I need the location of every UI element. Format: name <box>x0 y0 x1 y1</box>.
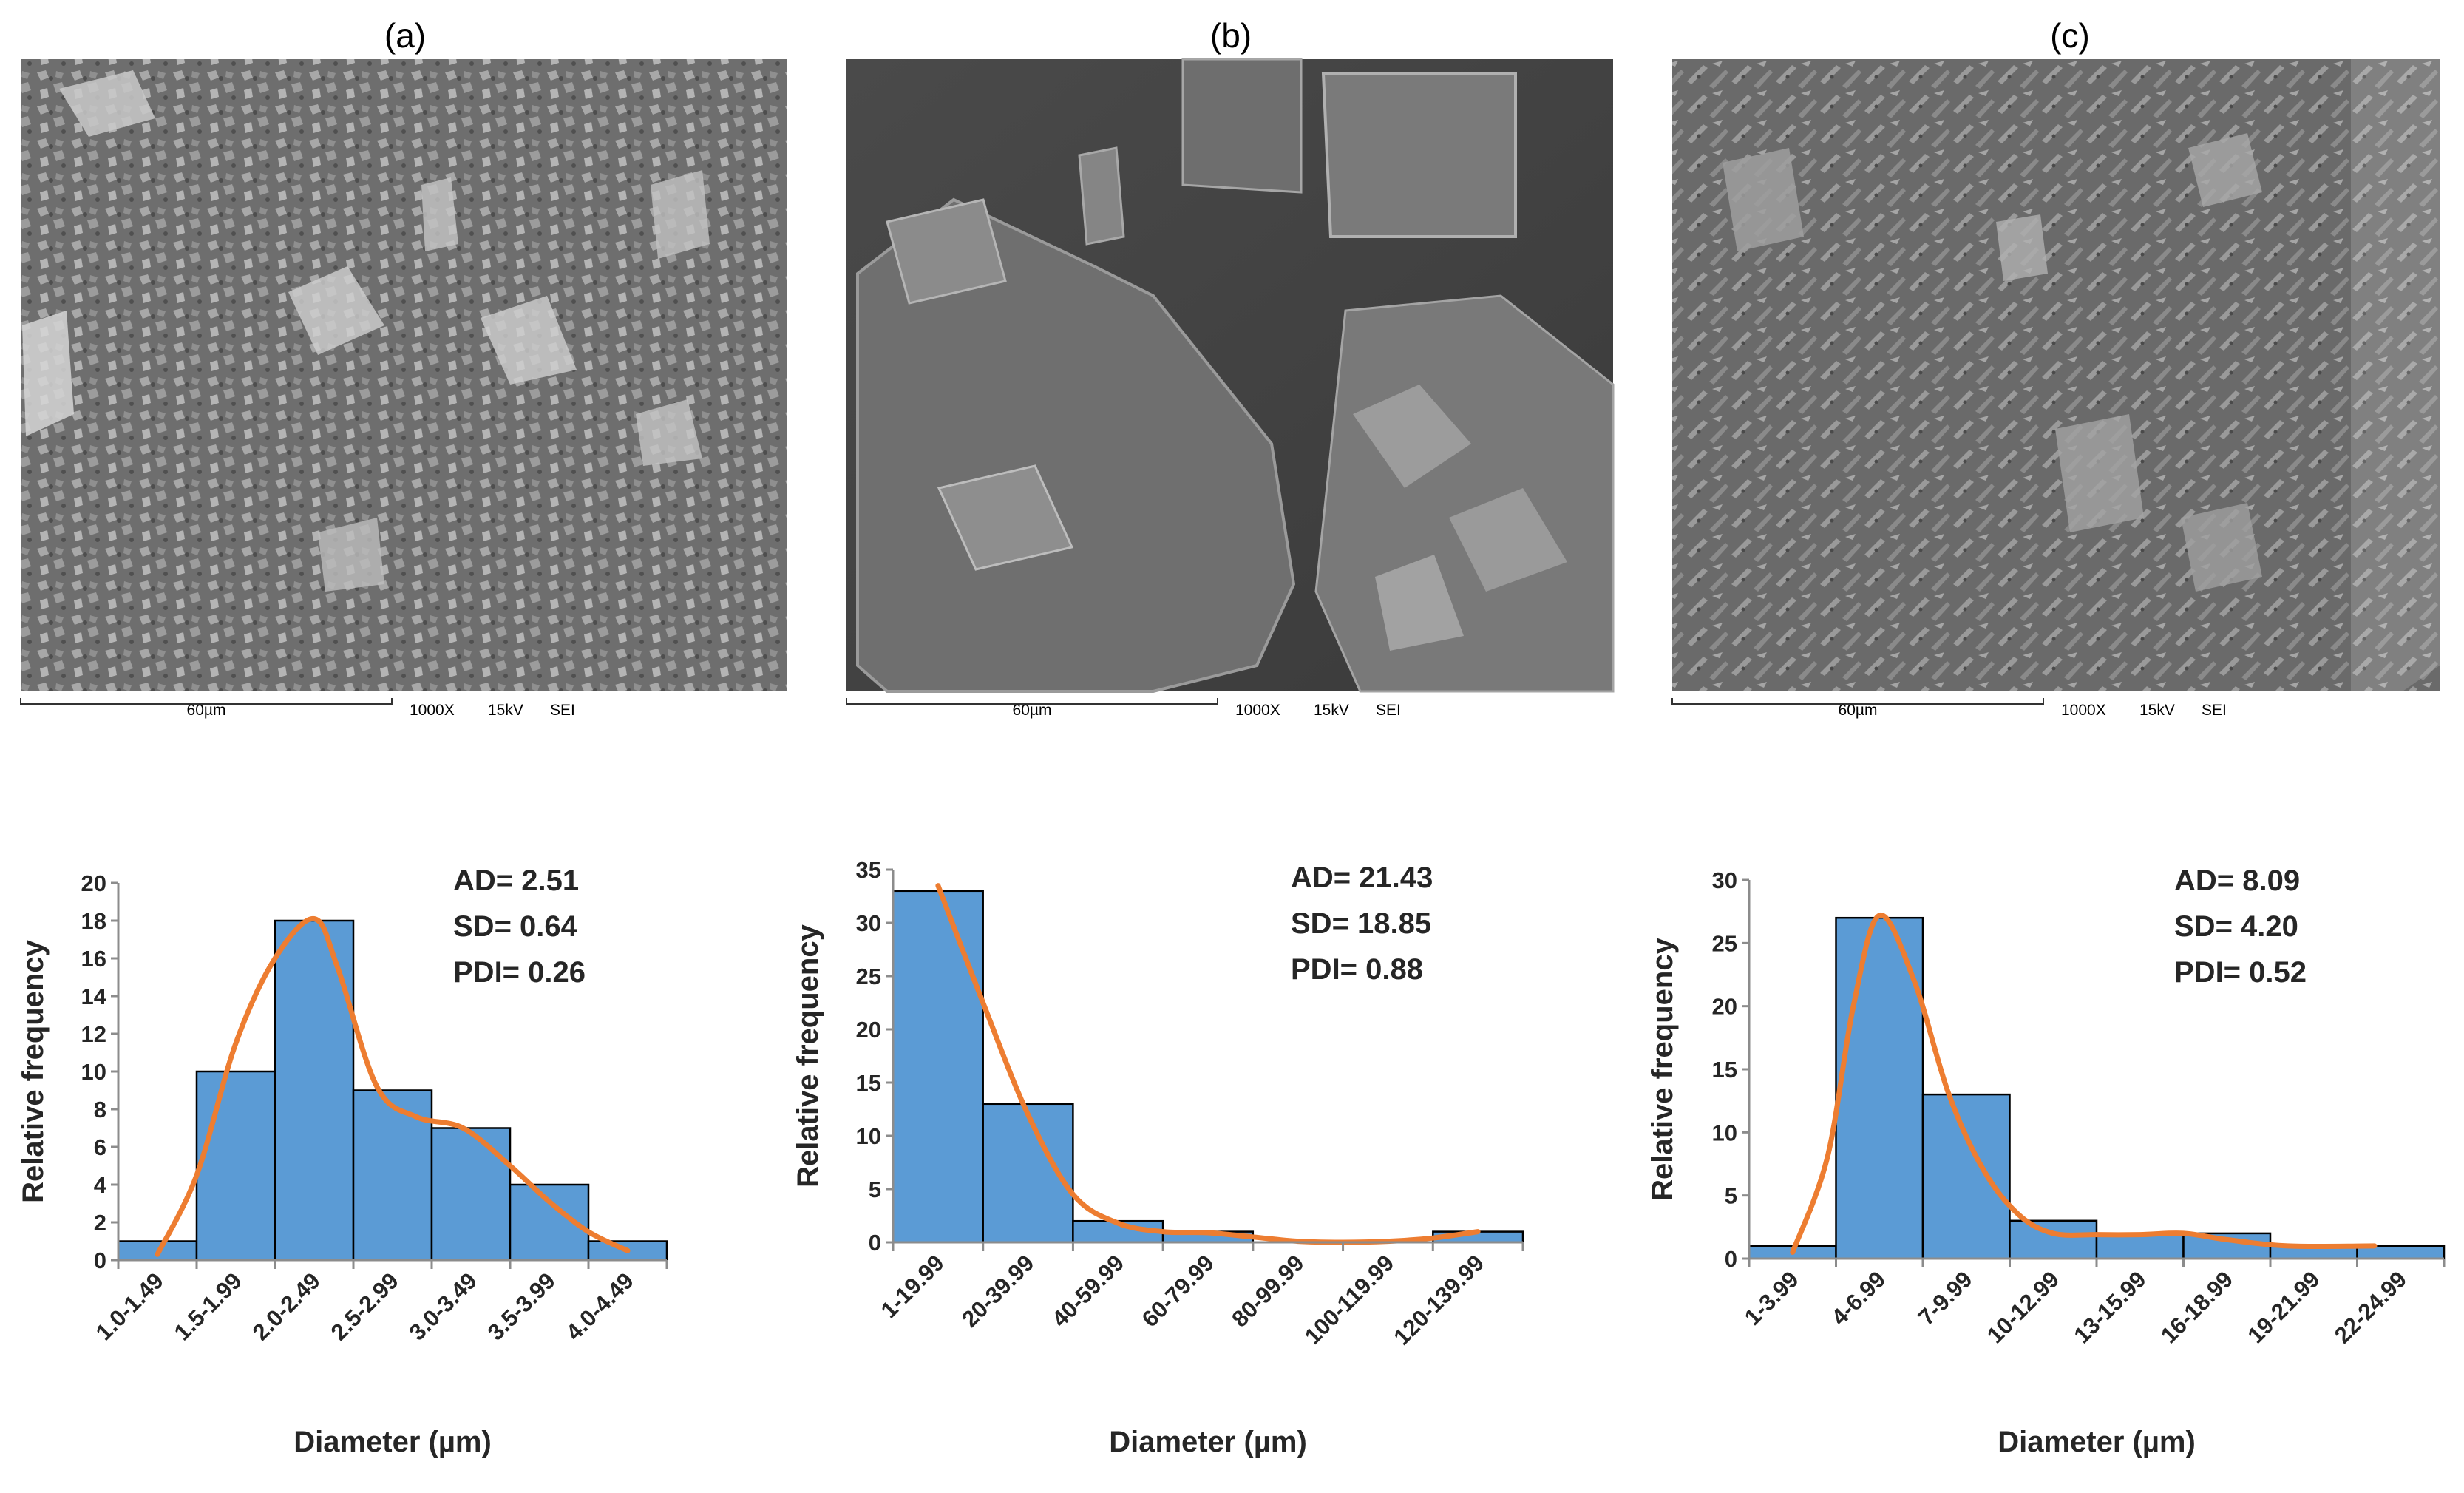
y-tick-label-a: 10 <box>81 1059 106 1085</box>
y-tick-label-b: 25 <box>856 964 881 989</box>
y-tick-label-a: 18 <box>81 908 106 934</box>
detector-a: SEI <box>550 702 575 719</box>
x-tick-label-b: 1-19.99 <box>876 1250 949 1323</box>
y-axis-title-c: Relative frequency <box>1646 937 1679 1200</box>
x-tick-label-b: 80-99.99 <box>1226 1250 1309 1332</box>
magnification-b: 1000X <box>1235 702 1280 719</box>
bar-a-7 <box>587 1240 668 1262</box>
y-tick-label-c: 25 <box>1712 930 1737 956</box>
voltage-c: 15kV <box>2139 702 2175 719</box>
stat-b-2: SD= 18.85 <box>1291 907 1431 940</box>
y-tick-label-a: 4 <box>94 1172 107 1198</box>
y-tick-label-b: 20 <box>856 1017 881 1043</box>
y-tick-label-c: 0 <box>1725 1246 1737 1272</box>
stat-c-1: AD= 8.09 <box>2174 864 2300 897</box>
y-tick-label-a: 14 <box>81 984 107 1009</box>
sem-footer-c: 60µm 1000X 15kV SEI <box>1671 698 2227 719</box>
magnification-a: 1000X <box>410 702 455 719</box>
y-tick-label-b: 35 <box>856 857 881 883</box>
x-axis-title-c: Diameter (µm) <box>1998 1426 2196 1458</box>
histogram-b: 0 5 10 15 20 25 30 35 1-19.99 20-39.99 40-59.99 60-… <box>792 857 1524 1458</box>
x-tick-label-a: 3.0-3.49 <box>404 1267 482 1345</box>
x-tick-label-a: 3.5-3.99 <box>483 1267 560 1345</box>
detector-b: SEI <box>1376 702 1401 719</box>
y-tick-label-c: 15 <box>1712 1057 1737 1083</box>
scale-bar-label-c: 60µm <box>1839 702 1878 719</box>
voltage-b: 15kV <box>1314 702 1349 719</box>
y-tick-label-a: 2 <box>94 1210 106 1236</box>
x-tick-label-b: 40-59.99 <box>1047 1250 1129 1332</box>
sem-image-c <box>1672 59 2440 691</box>
stat-a-3: PDI= 0.26 <box>453 956 586 989</box>
fit-curve-a <box>155 915 631 1257</box>
y-tick-label-a: 0 <box>94 1247 106 1273</box>
panel-label-b: (b) <box>1210 16 1252 55</box>
histogram-c: 0 5 10 15 20 25 30 1-3.99 4-6.99 7-9.99 10-12.99 13… <box>1646 864 2446 1458</box>
y-tick-label-b: 30 <box>856 910 881 936</box>
x-tick-label-c: 10-12.99 <box>1982 1266 2064 1348</box>
sem-image-b <box>846 58 1615 693</box>
y-tick-label-b: 10 <box>856 1123 881 1149</box>
bar-c-4 <box>2009 1219 2098 1260</box>
y-tick-label-a: 8 <box>94 1097 106 1123</box>
y-tick-label-a: 12 <box>81 1021 106 1047</box>
x-tick-label-c: 4-6.99 <box>1826 1266 1890 1330</box>
x-axis-title-b: Diameter (µm) <box>1109 1426 1307 1458</box>
stat-c-2: SD= 4.20 <box>2174 910 2298 943</box>
x-tick-label-a: 1.0-1.49 <box>91 1267 169 1345</box>
stat-a-2: SD= 0.64 <box>453 910 578 943</box>
stat-a-1: AD= 2.51 <box>453 864 579 897</box>
bar-a-2 <box>195 1070 276 1262</box>
panel-label-a: (a) <box>384 16 426 55</box>
scale-bar-label-b: 60µm <box>1013 702 1052 719</box>
x-tick-label-c: 1-3.99 <box>1740 1266 1804 1330</box>
y-tick-label-c: 20 <box>1712 994 1737 1020</box>
x-tick-label-b: 120-139.99 <box>1388 1250 1489 1350</box>
x-tick-label-c: 7-9.99 <box>1913 1266 1978 1330</box>
scale-bar-label-a: 60µm <box>187 702 226 719</box>
bar-c-3 <box>1921 1093 2011 1260</box>
panel-label-c: (c) <box>2050 16 2090 55</box>
x-axis-title-a: Diameter (µm) <box>293 1426 492 1458</box>
x-tick-label-b: 60-79.99 <box>1137 1250 1219 1332</box>
voltage-a: 15kV <box>488 702 523 719</box>
x-tick-label-c: 13-15.99 <box>2068 1266 2151 1348</box>
y-tick-label-b: 5 <box>869 1177 881 1202</box>
y-tick-label-c: 5 <box>1725 1183 1737 1209</box>
sem-image-a <box>21 59 787 691</box>
x-tick-label-c: 22-24.99 <box>2329 1266 2412 1348</box>
x-tick-label-b: 20-39.99 <box>957 1250 1039 1332</box>
y-tick-label-c: 30 <box>1712 867 1737 893</box>
bar-a-5 <box>430 1127 512 1262</box>
x-tick-label-a: 2.5-2.99 <box>326 1267 404 1345</box>
x-tick-label-b: 100-119.99 <box>1300 1250 1399 1349</box>
sem-footer-a: 60µm 1000X 15kV SEI <box>20 698 575 719</box>
y-tick-label-a: 6 <box>94 1134 106 1160</box>
stat-c-3: PDI= 0.52 <box>2174 956 2307 989</box>
y-tick-label-c: 10 <box>1712 1120 1737 1145</box>
x-tick-label-a: 2.0-2.49 <box>248 1267 325 1345</box>
detector-c: SEI <box>2202 702 2227 719</box>
y-axis-title-b: Relative frequency <box>792 924 824 1187</box>
x-tick-label-a: 4.0-4.49 <box>561 1267 639 1345</box>
y-tick-label-a: 16 <box>81 946 106 972</box>
y-tick-label-a: 20 <box>81 870 106 896</box>
x-tick-label-c: 19-21.99 <box>2242 1266 2324 1348</box>
y-axis-title-a: Relative frequency <box>17 939 50 1202</box>
sem-footer-b: 60µm 1000X 15kV SEI <box>846 698 1401 719</box>
stat-b-1: AD= 21.43 <box>1291 861 1433 894</box>
x-tick-label-c: 16-18.99 <box>2156 1266 2238 1348</box>
bar-c-2 <box>1835 916 1924 1260</box>
y-tick-label-b: 0 <box>869 1230 881 1256</box>
y-tick-label-b: 15 <box>856 1070 881 1096</box>
x-tick-label-a: 1.5-1.99 <box>169 1267 247 1345</box>
bar-b-1 <box>892 890 984 1244</box>
fit-curve-c <box>1790 913 2378 1255</box>
histogram-a: 0 2 4 6 8 10 12 14 16 18 20 1.0-1.49 1.5-1.99 2.0-2.4… <box>17 864 668 1458</box>
magnification-c: 1000X <box>2061 702 2106 719</box>
stat-b-3: PDI= 0.88 <box>1291 953 1423 986</box>
